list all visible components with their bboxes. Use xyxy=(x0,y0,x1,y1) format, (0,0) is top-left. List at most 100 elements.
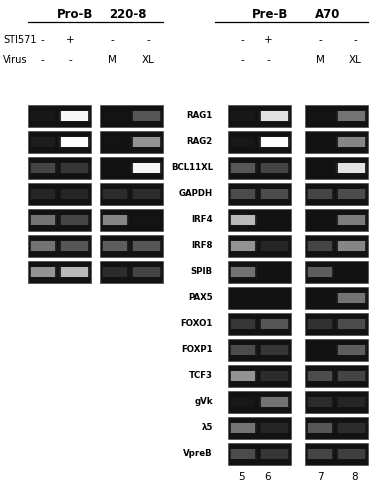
Bar xyxy=(103,268,127,276)
Bar xyxy=(230,318,257,330)
Bar xyxy=(230,319,256,329)
Bar xyxy=(260,423,289,433)
Bar xyxy=(29,214,58,226)
Bar xyxy=(338,346,365,354)
Bar xyxy=(231,164,255,172)
Bar xyxy=(133,190,160,198)
Bar xyxy=(131,188,163,200)
Text: M: M xyxy=(316,55,325,65)
Bar xyxy=(308,242,332,250)
Bar xyxy=(308,372,332,380)
Bar xyxy=(102,215,128,225)
Bar xyxy=(259,344,290,356)
Text: λ5: λ5 xyxy=(201,424,213,432)
Bar xyxy=(31,138,55,146)
Bar xyxy=(308,268,332,276)
Bar xyxy=(29,162,57,173)
Bar xyxy=(100,235,163,257)
Bar xyxy=(306,370,334,382)
Bar xyxy=(231,242,255,250)
Text: +: + xyxy=(66,35,74,45)
Bar xyxy=(31,216,55,224)
Bar xyxy=(102,240,129,252)
Bar xyxy=(131,240,163,252)
Bar xyxy=(58,240,91,252)
Bar xyxy=(29,266,58,278)
Bar xyxy=(28,157,91,179)
Bar xyxy=(230,448,257,460)
Bar xyxy=(260,449,289,459)
Bar xyxy=(338,242,365,250)
Bar xyxy=(131,110,163,122)
Bar xyxy=(101,240,129,252)
Bar xyxy=(261,190,289,198)
Bar xyxy=(307,397,333,407)
Bar xyxy=(230,370,257,382)
Bar xyxy=(132,267,161,277)
Bar xyxy=(60,137,89,147)
Bar xyxy=(228,131,291,153)
Bar xyxy=(260,189,289,199)
Bar xyxy=(61,268,89,276)
Bar xyxy=(306,240,334,252)
Bar xyxy=(231,346,255,354)
Bar xyxy=(258,448,291,460)
Bar xyxy=(259,110,290,122)
Bar xyxy=(336,318,368,330)
Bar xyxy=(231,294,255,302)
Bar xyxy=(261,372,289,380)
Bar xyxy=(59,136,90,147)
Bar xyxy=(228,157,291,179)
Bar xyxy=(307,241,333,251)
Bar xyxy=(61,138,89,146)
Bar xyxy=(336,344,368,356)
Text: XL: XL xyxy=(348,55,361,65)
Text: FOXP1: FOXP1 xyxy=(181,346,213,354)
Bar xyxy=(338,268,365,276)
Bar xyxy=(258,344,291,356)
Bar xyxy=(61,164,89,172)
Bar xyxy=(59,188,90,200)
Bar xyxy=(60,267,89,277)
Bar xyxy=(229,162,258,174)
Bar xyxy=(336,162,367,173)
Bar xyxy=(102,189,128,199)
Bar xyxy=(305,261,368,283)
Bar xyxy=(259,188,290,200)
Bar xyxy=(30,163,56,173)
Bar xyxy=(228,183,291,205)
Text: FOXO1: FOXO1 xyxy=(181,320,213,328)
Bar xyxy=(307,266,334,278)
Text: Pre-B: Pre-B xyxy=(252,8,288,21)
Bar xyxy=(336,214,368,226)
Bar xyxy=(231,320,255,328)
Bar xyxy=(58,136,91,148)
Bar xyxy=(132,241,161,251)
Bar xyxy=(258,396,291,408)
Bar xyxy=(28,131,91,153)
Bar xyxy=(308,138,332,146)
Bar xyxy=(230,215,256,225)
Bar xyxy=(338,398,365,406)
Bar xyxy=(229,318,258,330)
Bar xyxy=(336,110,368,122)
Bar xyxy=(260,163,289,173)
Bar xyxy=(258,240,291,252)
Bar xyxy=(102,241,128,251)
Text: IRF4: IRF4 xyxy=(191,216,213,224)
Bar xyxy=(230,423,256,433)
Bar xyxy=(305,209,368,231)
Bar xyxy=(261,112,289,120)
Bar xyxy=(228,209,291,231)
Bar xyxy=(133,268,160,276)
Bar xyxy=(338,216,365,224)
Bar xyxy=(59,240,90,252)
Bar xyxy=(230,189,256,199)
Bar xyxy=(338,320,365,328)
Bar xyxy=(229,422,258,434)
Bar xyxy=(337,319,366,329)
Bar xyxy=(337,449,366,459)
Bar xyxy=(261,450,289,458)
Bar xyxy=(229,370,258,382)
Bar xyxy=(308,190,332,198)
